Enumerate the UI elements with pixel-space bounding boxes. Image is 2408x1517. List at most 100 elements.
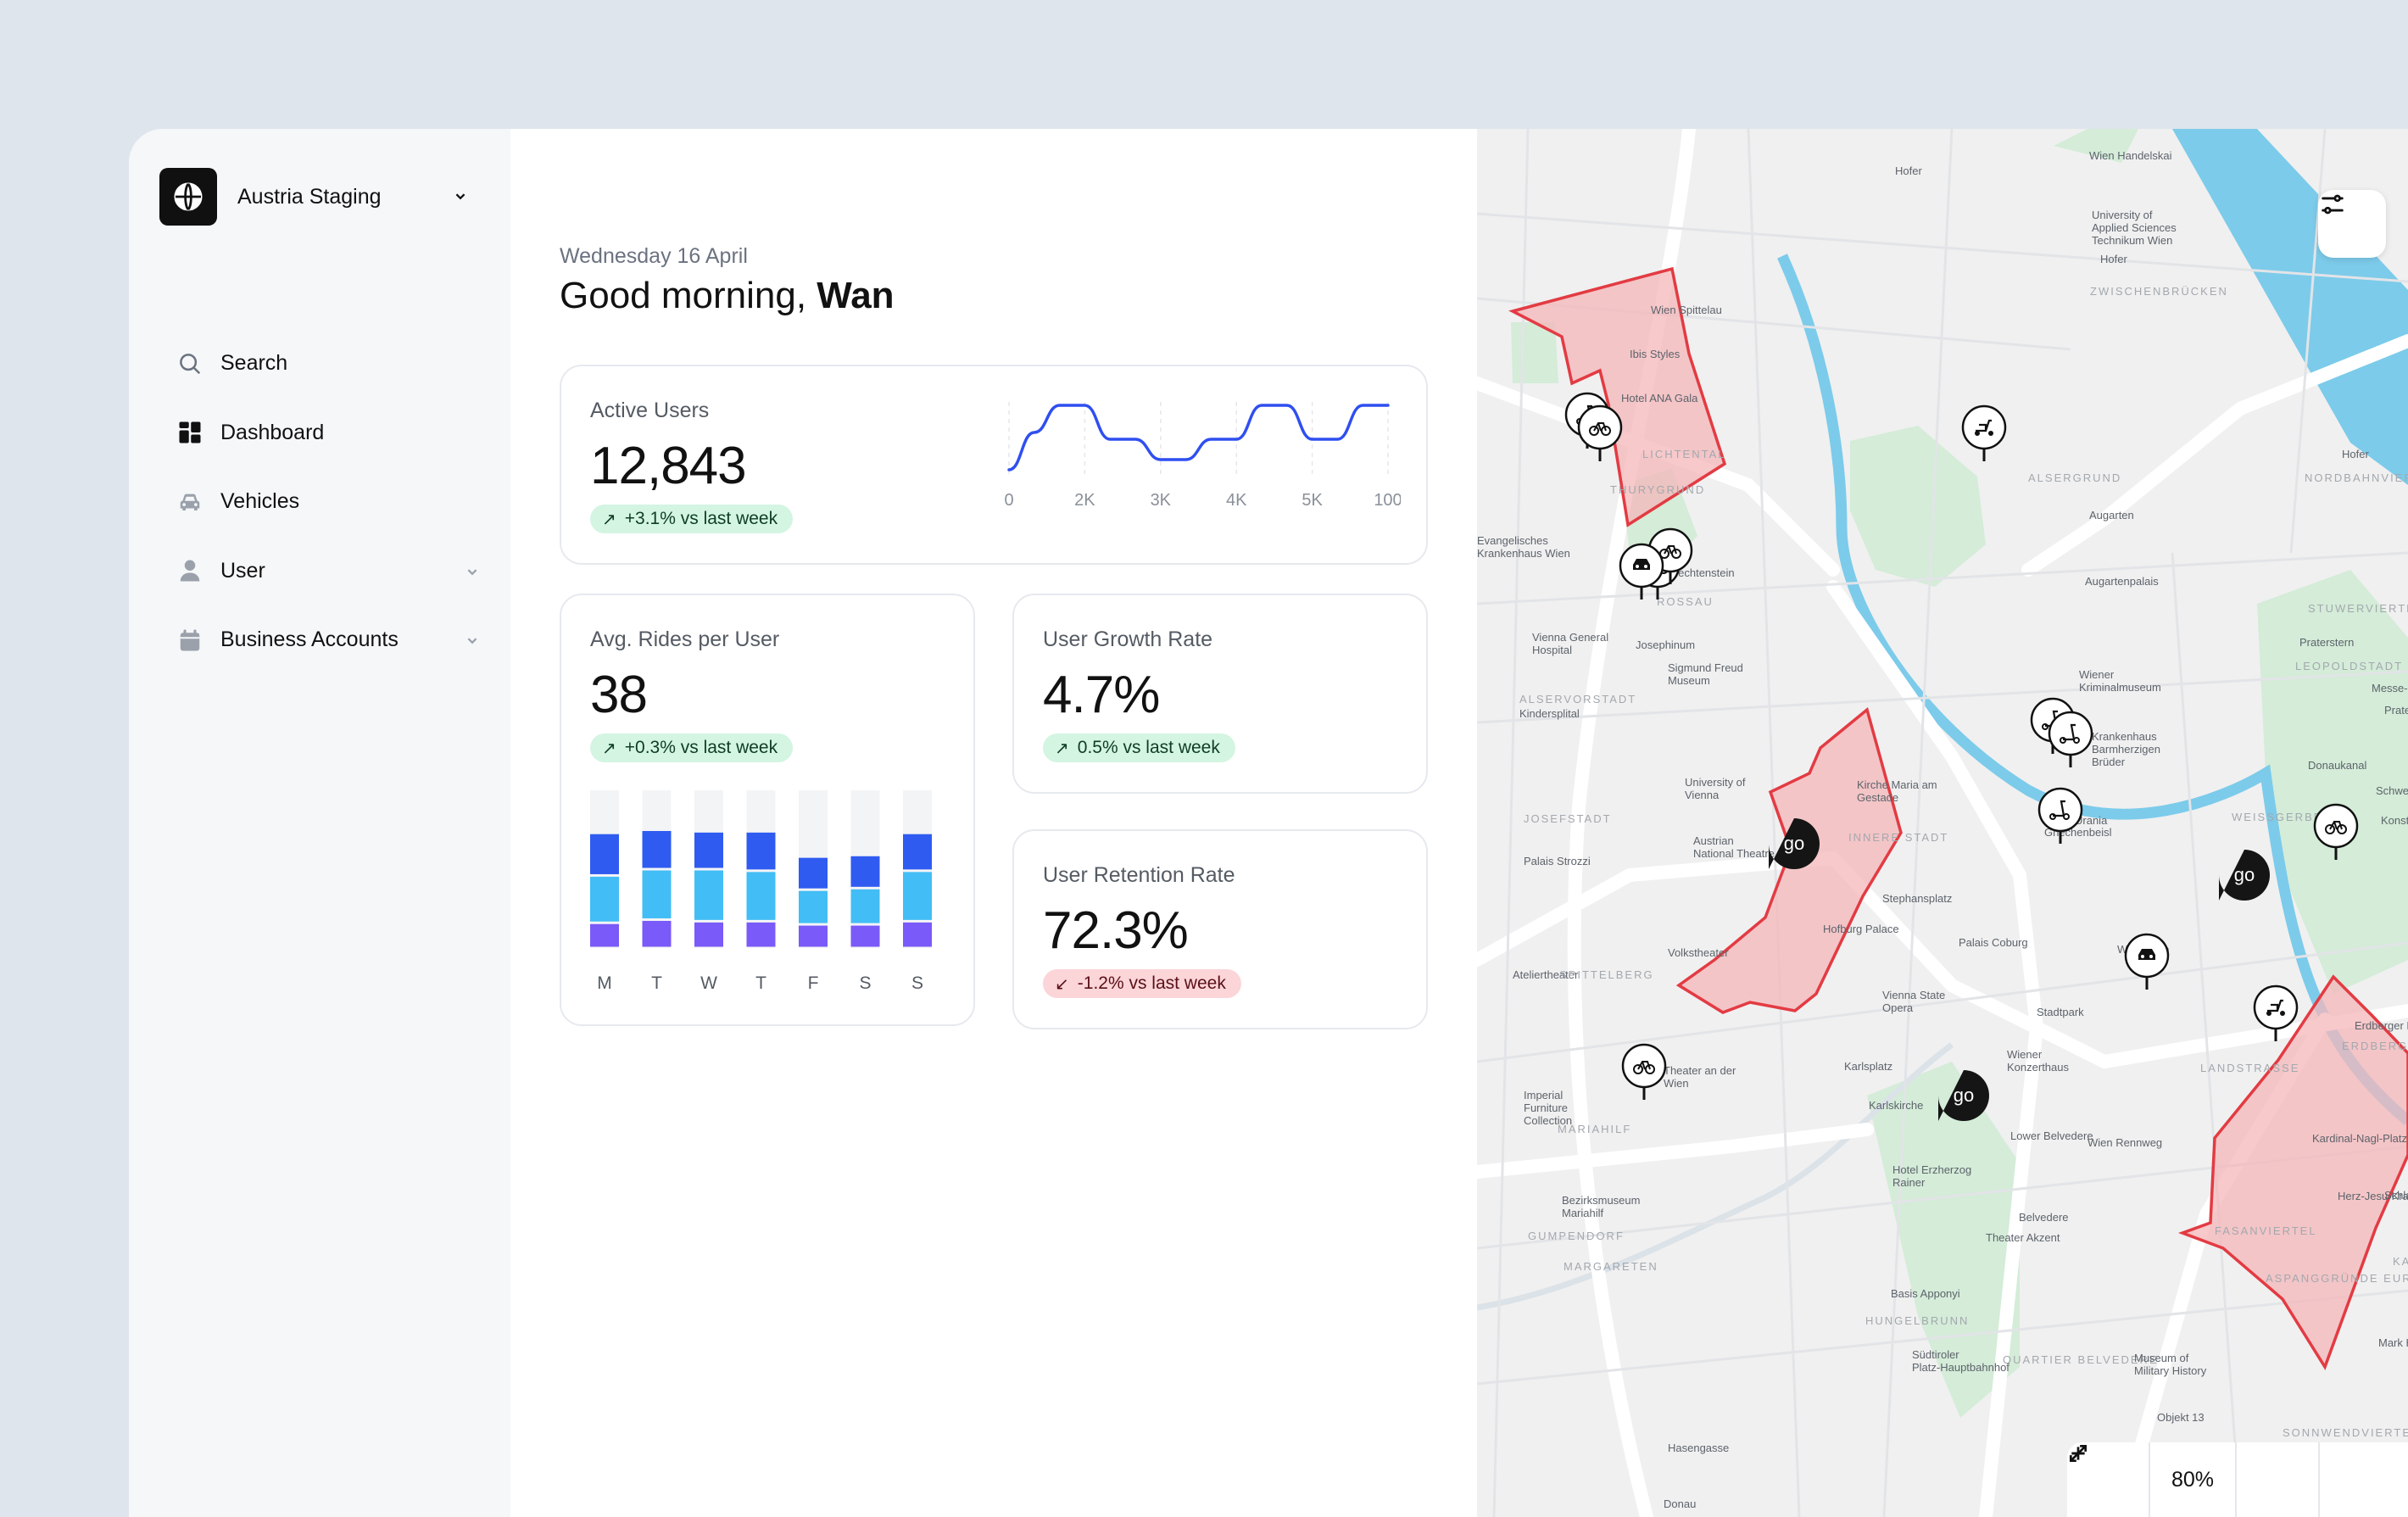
sidebar-item-label: Business Accounts: [220, 627, 399, 652]
vehicle-marker[interactable]: [1577, 404, 1623, 461]
map-label: University of Applied Sciences Technikum W…: [2092, 209, 2177, 247]
vehicle-marker[interactable]: [2253, 984, 2299, 1041]
map-label: QUARTIER BELVEDERE: [2003, 1353, 2159, 1366]
map-label: Sigmund Freud Museum: [1668, 661, 1743, 687]
map-label: Kirche Maria am Gestade: [1857, 778, 1937, 804]
map-label: Hotel Erzherzog Rainer: [1892, 1163, 1971, 1189]
moped-icon: [1961, 404, 2007, 461]
vehicle-marker[interactable]: [1961, 404, 2007, 461]
sidebar-item-dashboard[interactable]: Dashboard: [176, 399, 482, 468]
page-title: Good morning, Wan: [560, 275, 895, 317]
hub-marker[interactable]: go: [1769, 818, 1820, 869]
active-users-line-chart: 0 2K 3K 4K 5K 100: [1004, 402, 1401, 510]
map-label: Herz-Jesu-Krankenhaus: [2338, 1190, 2408, 1202]
map-label: Liechtenstein: [1669, 566, 1735, 579]
map-label: Lower Belvedere: [2010, 1129, 2093, 1142]
map-label: Kindersplital: [1519, 707, 1580, 720]
moped-icon: [2253, 984, 2299, 1041]
bar-segment: [642, 831, 672, 868]
sidebar-item-label: Vehicles: [220, 489, 300, 514]
sidebar-nav: Search Dashboard Vehicles User: [176, 329, 482, 675]
sidebar-item-business-accounts[interactable]: Business Accounts: [176, 605, 482, 675]
bar-segment: [799, 890, 828, 923]
map-label: Stephansplatz: [1882, 892, 1952, 905]
dashboard-main: Wednesday 16 April Good morning, Wan Act…: [510, 129, 1477, 1517]
map-label: LICHTENTAL: [1642, 448, 1726, 460]
river-wien: [1477, 1042, 1954, 1311]
x-tick-label: 3K: [1151, 491, 1172, 510]
card-title: User Retention Rate: [1043, 863, 1235, 887]
map-view[interactable]: Hofer Wien Handelskai University of Applied…: [1477, 129, 2408, 1517]
go-hub-icon: go: [1938, 1070, 1989, 1121]
map-label: FASANVIERTEL: [2215, 1224, 2317, 1237]
map-labels: Hofer Wien Handelskai University of Applied…: [1477, 149, 2408, 1510]
park-area: [1867, 1062, 2020, 1418]
svg-text:go: go: [1784, 833, 1804, 854]
bar-segment: [799, 857, 828, 889]
map-label: Karlsplatz: [1844, 1060, 1892, 1073]
map-label: Donaukanal: [2308, 759, 2366, 772]
arrow-up-right-icon: ↗: [602, 739, 616, 758]
map-label: Vienna State Opera: [1882, 989, 1945, 1014]
search-icon: [176, 350, 203, 377]
svg-text:go: go: [1954, 1085, 1974, 1106]
date-label: Wednesday 16 April: [560, 244, 748, 268]
arrow-up-right-icon: ↗: [602, 510, 616, 529]
map-label: Urania: [2075, 814, 2108, 827]
fullscreen-button[interactable]: [2069, 1442, 2401, 1517]
map-label: Wiener Konzerthaus: [2007, 1048, 2069, 1074]
map-label: Südtiroler Platz-Hauptbahnhof: [1912, 1348, 2009, 1374]
map-label: Mark Halle: [2378, 1336, 2408, 1349]
vehicle-marker[interactable]: [2124, 933, 2170, 990]
active-users-card[interactable]: Active Users 12,843 ↗ +3.1% vs last week…: [560, 365, 1428, 565]
vehicle-marker[interactable]: [2048, 711, 2093, 767]
canal: [1777, 254, 2408, 1125]
trend-text: -1.2% vs last week: [1077, 973, 1226, 993]
vehicle-marker[interactable]: [1621, 1043, 1667, 1100]
map-label: ALSERVORSTADT: [1519, 693, 1636, 706]
map-label: ERDBERG: [2342, 1040, 2408, 1052]
bar-segment: [642, 870, 672, 919]
sidebar: Austria Staging Search Dashboard: [129, 129, 510, 1517]
sidebar-item-search[interactable]: Search: [176, 329, 482, 399]
map-label: Belvedere: [2019, 1211, 2069, 1224]
zoom-in-button[interactable]: [2071, 1442, 2318, 1517]
bar-segment: [850, 856, 880, 887]
retention-rate-card[interactable]: User Retention Rate 72.3% ↙ -1.2% vs las…: [1012, 829, 1428, 1029]
map-label: Hofer: [1895, 165, 1922, 177]
map-label: THURYGRUND: [1610, 483, 1705, 496]
hub-marker[interactable]: go: [1938, 1070, 1989, 1121]
map-label: Wien Spittelau: [1651, 304, 1722, 316]
bar-segment: [590, 923, 619, 947]
series-line: [1007, 404, 1390, 471]
map-label: WEISSGERBER: [2232, 811, 2333, 823]
car-icon: [1619, 543, 1664, 600]
sidebar-item-user[interactable]: User: [176, 537, 482, 606]
globe-icon: [159, 168, 217, 226]
bar-segment: [799, 925, 828, 947]
chevron-down-icon: [451, 187, 470, 209]
map-label: HUNGELBRUNN: [1865, 1314, 1969, 1327]
bar-segment: [694, 832, 723, 868]
map-label: Erdberger Lände: [2355, 1019, 2408, 1032]
map-label: Evangelisches Krankenhaus Wien: [1477, 534, 1570, 560]
map-label: Ateliertheater: [1513, 968, 1579, 981]
map-label: University of Vienna: [1685, 776, 1746, 801]
workspace-switcher[interactable]: Austria Staging: [159, 168, 477, 226]
app-window: Austria Staging Search Dashboard: [129, 129, 2408, 1517]
hub-marker[interactable]: go: [2219, 850, 2270, 901]
avg-rides-card[interactable]: Avg. Rides per User 38 ↗ +0.3% vs last w…: [560, 594, 975, 1026]
growth-rate-card[interactable]: User Growth Rate 4.7% ↗ 0.5% vs last wee…: [1012, 594, 1428, 794]
vehicle-marker[interactable]: [2313, 803, 2359, 860]
city-map[interactable]: Hofer Wien Handelskai University of Applied…: [1477, 129, 2408, 1517]
map-label: Schweizerhaus-Luftburg: [2376, 784, 2408, 797]
vehicle-marker[interactable]: [1619, 543, 1664, 600]
map-filter-button[interactable]: [2318, 190, 2386, 258]
river: [2172, 129, 2408, 485]
card-value: 4.7%: [1043, 666, 1160, 724]
bar-segment: [694, 922, 723, 947]
map-label: MARIAHILF: [1558, 1123, 1631, 1135]
vehicle-marker[interactable]: [2037, 787, 2083, 844]
sidebar-item-vehicles[interactable]: Vehicles: [176, 467, 482, 537]
vehicle-markers[interactable]: go go go: [1564, 392, 2359, 1121]
